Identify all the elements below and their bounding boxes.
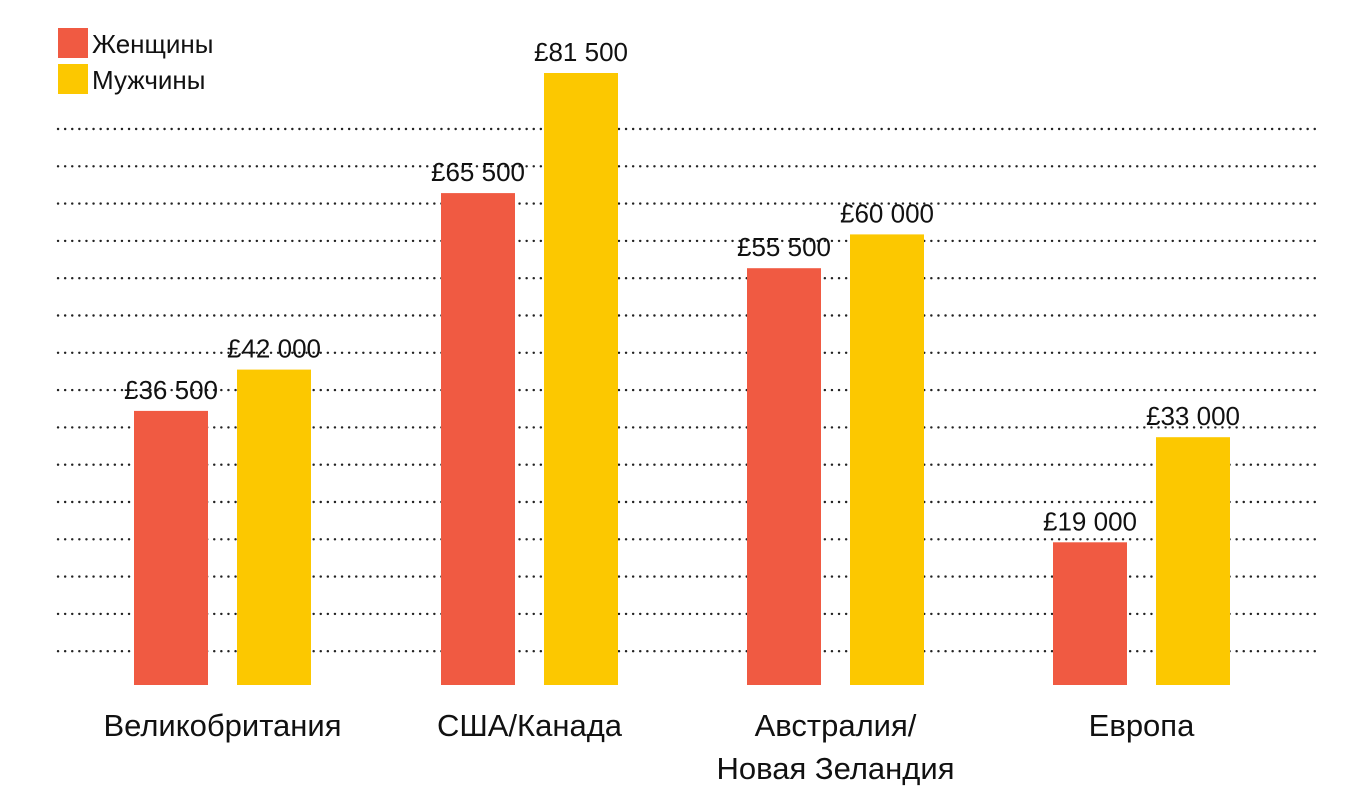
category-label-line: США/Канада	[437, 708, 623, 743]
category-label-line: Великобритания	[103, 708, 341, 743]
bar-men-3	[1156, 437, 1230, 685]
legend-label-women: Женщины	[92, 29, 213, 59]
bar-women-1	[441, 193, 515, 685]
value-label-women-1: £65 500	[431, 157, 525, 187]
category-label-line: Австралия/	[755, 708, 917, 743]
value-label-men-1: £81 500	[534, 37, 628, 67]
category-label-3: Европа	[1089, 708, 1195, 743]
bars	[134, 73, 1230, 685]
value-label-men-2: £60 000	[840, 198, 934, 228]
category-label-line: Новая Зеландия	[717, 751, 955, 786]
value-label-men-3: £33 000	[1146, 401, 1240, 431]
bar-men-1	[544, 73, 618, 685]
bar-women-0	[134, 410, 208, 685]
value-label-women-2: £55 500	[737, 232, 831, 262]
category-labels: Великобритания США/Канада Австралия/Новая …	[103, 708, 1195, 786]
value-label-women-3: £19 000	[1043, 506, 1137, 536]
category-label-1: США/Канада	[437, 708, 623, 743]
bar-women-3	[1053, 542, 1127, 685]
category-label-0: Великобритания	[103, 708, 341, 743]
bar-women-2	[747, 268, 821, 685]
value-labels: £36 500 £65 500 £55 500 £19 000 £42 000 £81 5…	[124, 37, 1240, 536]
value-label-women-0: £36 500	[124, 375, 218, 405]
category-label-2: Австралия/Новая Зеландия	[717, 708, 955, 786]
value-label-men-0: £42 000	[227, 334, 321, 364]
bar-men-2	[850, 234, 924, 685]
legend-label-men: Мужчины	[92, 65, 205, 95]
legend-swatch-men	[58, 64, 88, 94]
category-label-line: Европа	[1089, 708, 1195, 743]
legend: Женщины Мужчины	[58, 28, 213, 95]
bar-men-0	[237, 369, 311, 685]
legend-swatch-women	[58, 28, 88, 58]
